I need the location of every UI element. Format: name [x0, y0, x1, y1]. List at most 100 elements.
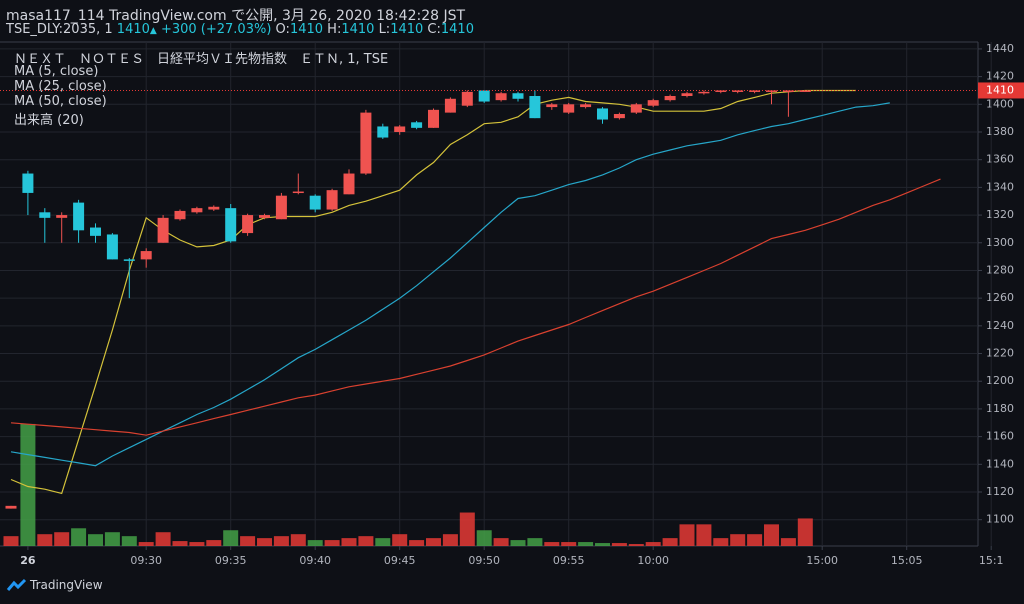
volume-bar [172, 541, 188, 546]
y-tick-label: 1120 [986, 485, 1014, 498]
volume-bar [493, 538, 509, 546]
candle-body [73, 202, 85, 231]
candle-body [681, 93, 693, 96]
volume-bar [155, 532, 171, 546]
y-tick-label: 1400 [986, 97, 1014, 110]
x-tick-label: 09:55 [553, 554, 585, 567]
y-tick-label: 1320 [986, 208, 1014, 221]
y-tick-label: 1200 [986, 374, 1014, 387]
candle-body [597, 108, 608, 120]
volume-bar [121, 536, 137, 546]
legend-entry: 出来高 (20) [14, 113, 84, 128]
volume-bar [273, 536, 289, 546]
ohlc-value: 1410 [341, 22, 375, 37]
candle-body [664, 96, 676, 101]
y-tick-label: 1140 [986, 457, 1014, 470]
candle-body [377, 126, 389, 138]
last-price-label: 1410 [986, 83, 1014, 96]
candle-body [292, 191, 304, 194]
volume-bar [645, 542, 661, 546]
x-tick-label: 15:1 [979, 554, 1004, 567]
x-tick-label: 10:00 [637, 554, 669, 567]
ohlc-label: C: [427, 22, 441, 37]
volume-bar [442, 534, 458, 546]
volume-bar [358, 536, 374, 546]
candle-body [174, 210, 186, 220]
volume-bar [662, 538, 678, 546]
volume-bar [611, 543, 627, 546]
volume-bar [290, 534, 306, 546]
x-tick-label: 09:30 [130, 554, 162, 567]
volume-bar [780, 538, 796, 546]
candle-body [208, 206, 220, 210]
volume-bar [544, 542, 560, 546]
volume-bar [138, 542, 154, 546]
volume-bar [696, 524, 712, 546]
volume-bar [510, 540, 526, 546]
candle-body [766, 90, 777, 92]
candle-body [106, 234, 118, 260]
candle-body [715, 90, 727, 92]
volume-bar [730, 534, 746, 546]
brand: TradingView [30, 578, 103, 592]
chart-title: ＮＥＸＴ ＮＯＴＥＳ 日経平均ＶＩ先物指数 ＥＴＮ, 1, TSE [14, 52, 389, 67]
ohlc-label: O: [275, 22, 290, 37]
candle-body [630, 104, 642, 113]
last-price: 1410 [116, 22, 150, 37]
volume-bar [375, 538, 391, 546]
x-tick-label: 15:05 [891, 554, 923, 567]
ohlc-label: L: [378, 22, 391, 37]
volume-bar [797, 518, 813, 546]
legend-entry: MA (5, close) [14, 64, 99, 79]
y-tick-label: 1300 [986, 236, 1014, 249]
arrow: ▲ [149, 26, 157, 36]
x-tick-label: 09:50 [468, 554, 500, 567]
candle-body [360, 112, 372, 174]
legend-entry: MA (50, close) [14, 94, 107, 109]
candle-body [259, 215, 270, 218]
volume-bar [713, 538, 729, 546]
volume-bar [324, 540, 340, 546]
candle-body [495, 93, 507, 101]
y-tick-label: 1160 [986, 430, 1014, 443]
candle-body [529, 96, 541, 119]
candle-body [444, 98, 456, 113]
candle-body [275, 195, 287, 220]
change: +300 (+27.03%) [160, 22, 272, 37]
y-tick-label: 1340 [986, 180, 1014, 193]
ohlc: O:1410 H:1410 L:1410 C:1410 [276, 22, 474, 37]
volume-bar [240, 536, 256, 546]
volume-bar [341, 538, 357, 546]
volume-bar [679, 524, 695, 546]
candle-body [512, 93, 524, 99]
y-tick-label: 1100 [986, 513, 1014, 526]
volume-bar [307, 540, 323, 546]
volume-bar [628, 544, 644, 546]
candle-body [157, 217, 169, 243]
volume-bar [88, 534, 103, 546]
ma-line [10, 89, 856, 495]
y-tick-label: 1440 [986, 42, 1014, 55]
x-tick-label: 09:40 [299, 554, 331, 567]
candle-body [225, 208, 237, 242]
candle-body [309, 195, 321, 210]
volume-bar [747, 534, 763, 546]
volume-bar [476, 530, 492, 546]
volume-bar [189, 542, 205, 546]
volume-bar [595, 543, 610, 546]
candle-body [123, 259, 135, 261]
volume-bar [223, 530, 239, 546]
y-tick-label: 1260 [986, 291, 1014, 304]
y-tick-label: 1420 [986, 70, 1014, 83]
candle-body [90, 227, 101, 236]
candle-body [782, 90, 794, 92]
x-tick-label: 09:45 [384, 554, 416, 567]
volume-bar [206, 540, 222, 546]
candle-body [411, 122, 423, 128]
y-tick-label: 1280 [986, 263, 1014, 276]
volume-bar [426, 538, 441, 546]
candle-body [461, 91, 473, 106]
candle-body [242, 215, 254, 234]
candle-body [647, 100, 659, 106]
